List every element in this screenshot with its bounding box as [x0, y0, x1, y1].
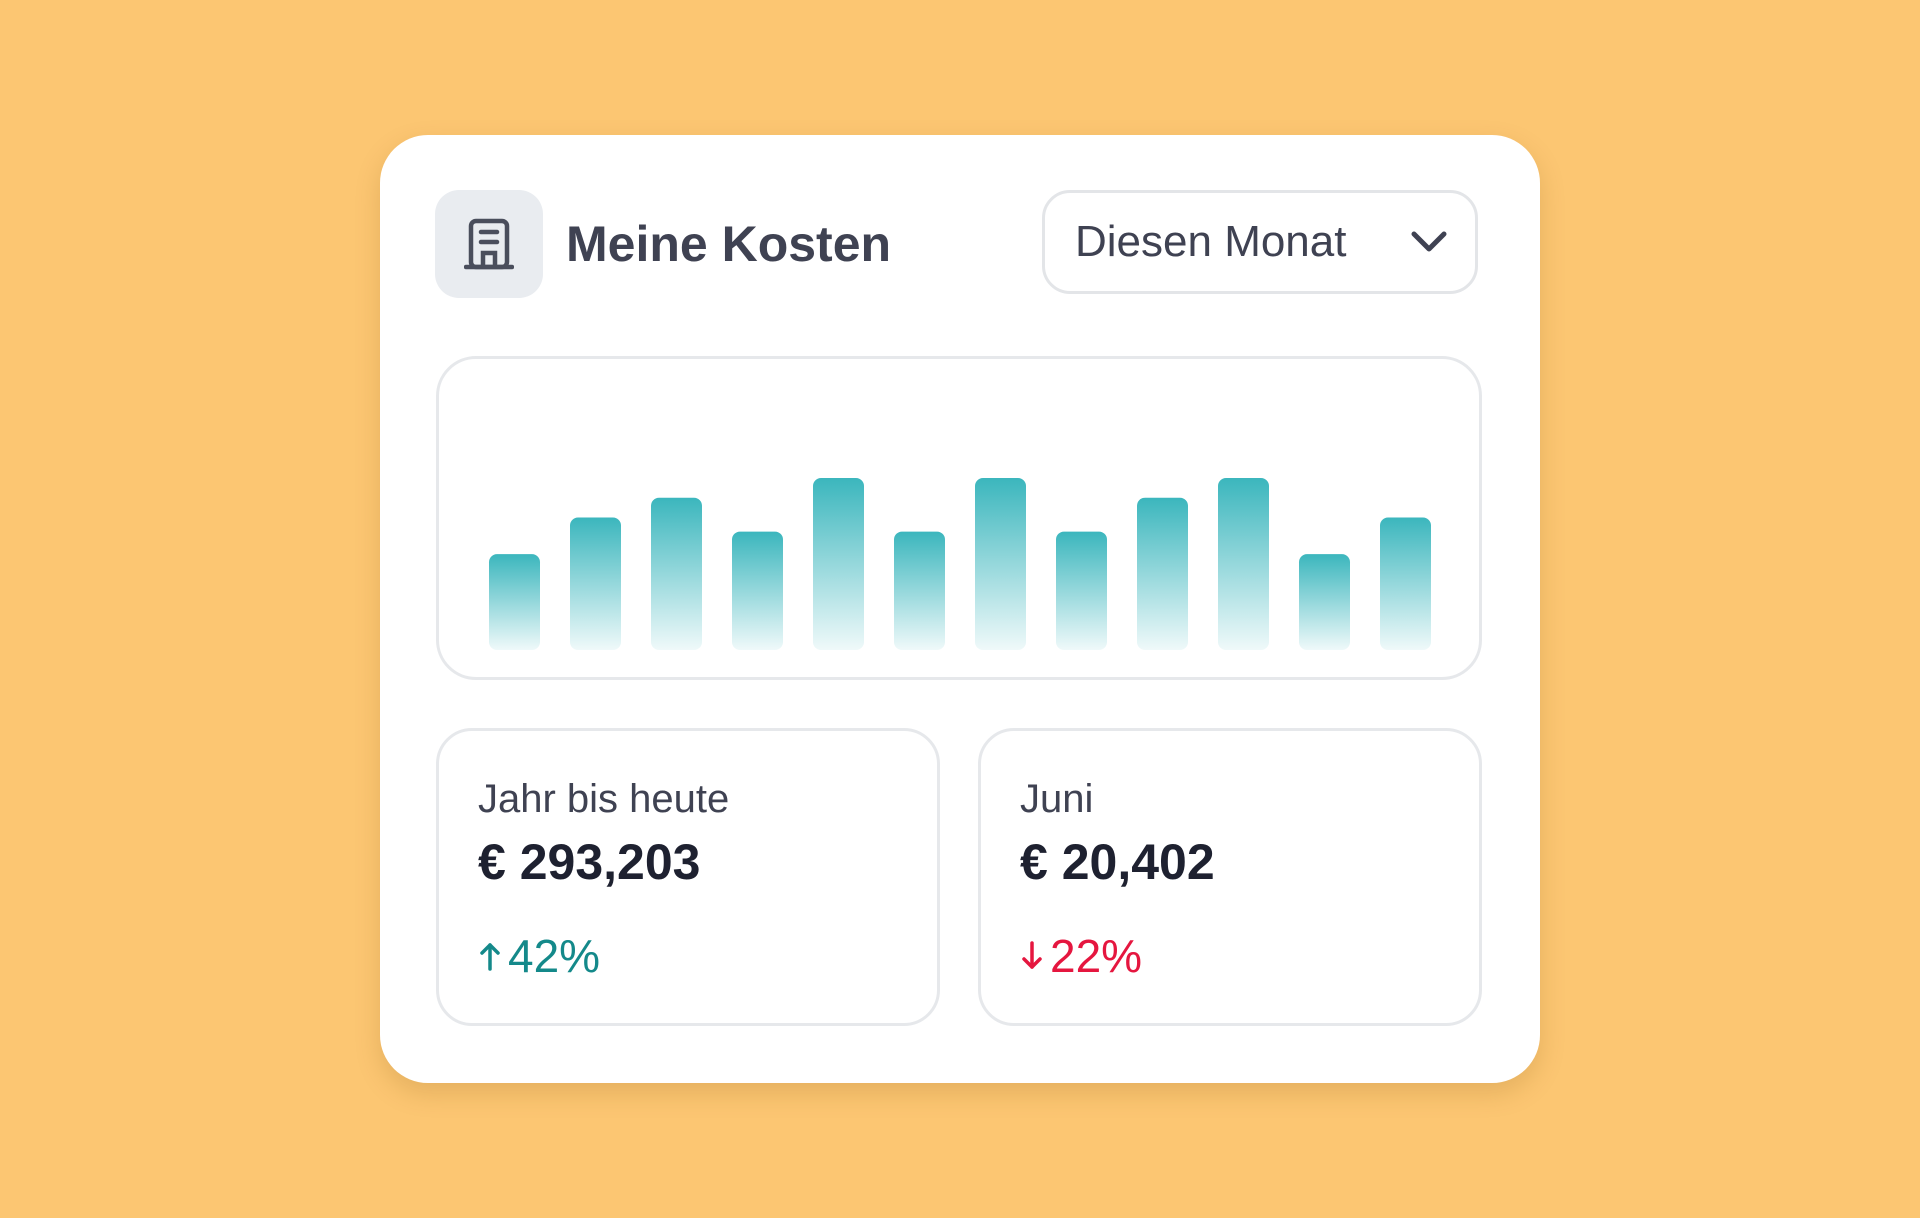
stat-change-value: 42% [508, 930, 601, 982]
bar-2 [570, 517, 621, 650]
chevron-down-icon [1411, 231, 1447, 252]
stat-value: € 20,402 [1020, 834, 1215, 890]
arrow-down-icon [1022, 941, 1042, 969]
bar-3 [651, 497, 702, 650]
costs-card: Meine Kosten Diesen Monat Jahr bis heute… [380, 135, 1540, 1083]
stat-change: 22% [1020, 933, 1142, 979]
bar-6 [894, 531, 945, 650]
bar-chart [436, 356, 1482, 680]
stat-change: 42% [478, 933, 600, 979]
bar-11 [1299, 554, 1350, 650]
building-icon-tile [435, 190, 543, 298]
bar-12 [1380, 517, 1431, 650]
bar-10 [1218, 478, 1269, 650]
bar-chart-svg [489, 478, 1431, 650]
stat-change-value: 22% [1050, 930, 1143, 982]
stat-label: Jahr bis heute [478, 777, 730, 821]
bar-8 [1056, 531, 1107, 650]
stat-label: Juni [1020, 777, 1094, 821]
stat-card-june: Juni € 20,402 22% [978, 728, 1482, 1026]
widget-title: Meine Kosten [566, 216, 892, 272]
bar-9 [1137, 497, 1188, 650]
stat-card-year-to-date: Jahr bis heute € 293,203 42% [436, 728, 940, 1026]
bar-1 [489, 554, 540, 650]
stat-value: € 293,203 [478, 834, 701, 890]
bar-7 [975, 478, 1026, 650]
bar-5 [813, 478, 864, 650]
period-select[interactable]: Diesen Monat [1042, 190, 1478, 294]
bar-4 [732, 531, 783, 650]
building-icon [464, 218, 514, 270]
period-select-value: Diesen Monat [1075, 217, 1347, 266]
arrow-up-icon [480, 943, 500, 971]
